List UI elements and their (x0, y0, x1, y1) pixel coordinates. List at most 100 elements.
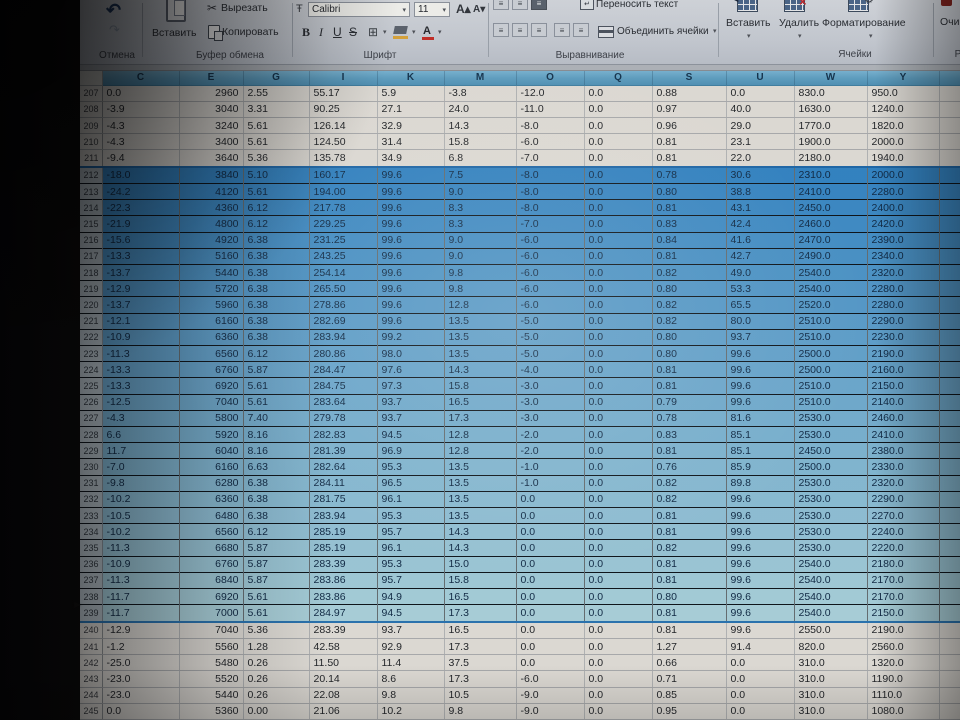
cell-E226[interactable]: 7040 (179, 394, 244, 411)
row-header-228[interactable]: 228 (80, 426, 103, 444)
cell-U224[interactable]: 99.6 (726, 361, 795, 379)
cell-C235[interactable]: -11.3 (102, 539, 180, 557)
paste-icon[interactable] (166, 0, 186, 22)
cell-Q220[interactable]: 0.0 (584, 296, 653, 314)
cell-U209[interactable]: 29.0 (726, 117, 795, 135)
cell-K218[interactable]: 99.6 (377, 264, 445, 282)
cell-G235[interactable]: 5.87 (243, 539, 310, 557)
cell-C225[interactable]: -13.3 (102, 377, 180, 395)
cell-S241[interactable]: 1.27 (652, 638, 727, 656)
cell-I226[interactable]: 283.64 (309, 394, 378, 411)
cell-S235[interactable]: 0.82 (652, 539, 727, 557)
font-color-icon[interactable]: А (423, 25, 431, 37)
row-header-231[interactable]: 231 (80, 475, 103, 492)
cell-K237[interactable]: 95.7 (377, 572, 445, 590)
cell-Q231[interactable]: 0.0 (584, 475, 653, 492)
cell-E245[interactable]: 5360 (179, 703, 244, 720)
row-header-242[interactable]: 242 (80, 654, 103, 672)
cell-G243[interactable]: 0.26 (243, 670, 310, 688)
cell-U242[interactable]: 0.0 (726, 654, 795, 672)
cell-S244[interactable]: 0.85 (652, 687, 727, 704)
cell-E208[interactable]: 3040 (179, 101, 244, 118)
cell-K231[interactable]: 96.5 (377, 475, 445, 492)
cell-W227[interactable]: 2530.0 (794, 410, 868, 428)
row-header-211[interactable]: 211 (80, 149, 103, 168)
cell-Y234[interactable]: 2240.0 (867, 523, 940, 541)
cell-Y233[interactable]: 2270.0 (867, 507, 940, 525)
cell-S221[interactable]: 0.82 (652, 313, 727, 330)
column-header-M[interactable]: M (444, 70, 517, 86)
row-header-236[interactable]: 236 (80, 556, 103, 573)
cell-G233[interactable]: 6.38 (243, 507, 310, 525)
cell-I218[interactable]: 254.14 (309, 264, 378, 282)
column-header-Y[interactable]: Y (867, 70, 940, 86)
cell-S242[interactable]: 0.66 (652, 654, 727, 672)
cell-M226[interactable]: 16.5 (444, 394, 517, 411)
cell-O213[interactable]: -8.0 (516, 183, 585, 201)
cell-Q228[interactable]: 0.0 (584, 426, 653, 444)
cell-C209[interactable]: -4.3 (102, 117, 180, 135)
cell-Q222[interactable]: 0.0 (584, 329, 653, 347)
cell-U229[interactable]: 85.1 (726, 442, 795, 460)
cell-W232[interactable]: 2530.0 (794, 491, 868, 509)
row-header-219[interactable]: 219 (80, 280, 103, 298)
cell-U211[interactable]: 22.0 (726, 149, 795, 168)
cell-G220[interactable]: 6.38 (243, 296, 310, 314)
cell-S211[interactable]: 0.81 (652, 149, 727, 168)
cell-S230[interactable]: 0.76 (652, 458, 727, 476)
cell-M209[interactable]: 14.3 (444, 117, 517, 135)
cell-W236[interactable]: 2540.0 (794, 556, 868, 573)
cell-I223[interactable]: 280.86 (309, 345, 378, 363)
cell-Y222[interactable]: 2230.0 (867, 329, 940, 347)
cell-W211[interactable]: 2180.0 (794, 149, 868, 168)
cell-E233[interactable]: 6480 (179, 507, 244, 525)
cell-C237[interactable]: -11.3 (102, 572, 180, 590)
cell-I239[interactable]: 284.97 (309, 604, 378, 623)
cell-K223[interactable]: 98.0 (377, 345, 445, 363)
cell-S237[interactable]: 0.81 (652, 572, 727, 590)
cell-Q223[interactable]: 0.0 (584, 345, 653, 363)
cell-K234[interactable]: 95.7 (377, 523, 445, 541)
cell-C230[interactable]: -7.0 (102, 458, 180, 476)
cell-S207[interactable]: 0.88 (652, 85, 727, 102)
cell-G223[interactable]: 6.12 (243, 345, 310, 363)
cell-S218[interactable]: 0.82 (652, 264, 727, 282)
cell-U216[interactable]: 41.6 (726, 232, 795, 249)
cell-E207[interactable]: 2960 (179, 85, 244, 102)
cell-S220[interactable]: 0.82 (652, 296, 727, 314)
cell-G216[interactable]: 6.38 (243, 232, 310, 249)
cell-Y229[interactable]: 2380.0 (867, 442, 940, 460)
cell-O212[interactable]: -8.0 (516, 165, 585, 184)
cell-I229[interactable]: 281.39 (309, 442, 378, 460)
cell-U236[interactable]: 99.6 (726, 556, 795, 573)
cell-U244[interactable]: 0.0 (726, 687, 795, 704)
cell-E223[interactable]: 6560 (179, 345, 244, 363)
cell-K224[interactable]: 97.6 (377, 361, 445, 379)
cell-E238[interactable]: 6920 (179, 588, 244, 606)
cell-O244[interactable]: -9.0 (516, 687, 585, 704)
cell-G242[interactable]: 0.26 (243, 654, 310, 672)
cell-W214[interactable]: 2450.0 (794, 199, 868, 217)
cell-G222[interactable]: 6.38 (243, 329, 310, 347)
merge-cells-icon[interactable] (598, 26, 614, 38)
row-header-241[interactable]: 241 (80, 638, 103, 656)
cell-S216[interactable]: 0.84 (652, 232, 727, 249)
cell-Q239[interactable]: 0.0 (584, 604, 653, 623)
cell-I220[interactable]: 278.86 (309, 296, 378, 314)
cell-M230[interactable]: 13.5 (444, 458, 517, 476)
row-header-209[interactable]: 209 (80, 117, 103, 135)
cell-U221[interactable]: 80.0 (726, 313, 795, 330)
row-header-225[interactable]: 225 (80, 377, 103, 395)
cell-O221[interactable]: -5.0 (516, 313, 585, 330)
row-header-212[interactable]: 212 (80, 165, 103, 184)
cell-S231[interactable]: 0.82 (652, 475, 727, 492)
row-header-239[interactable]: 239 (80, 604, 103, 623)
cell-M221[interactable]: 13.5 (444, 313, 517, 330)
row-header-208[interactable]: 208 (80, 101, 103, 118)
cell-Y228[interactable]: 2410.0 (867, 426, 940, 444)
cell-Y215[interactable]: 2420.0 (867, 215, 940, 233)
cell-O211[interactable]: -7.0 (516, 149, 585, 168)
cell-K212[interactable]: 99.6 (377, 165, 445, 184)
cell-K230[interactable]: 95.3 (377, 458, 445, 476)
cell-S227[interactable]: 0.78 (652, 410, 727, 428)
